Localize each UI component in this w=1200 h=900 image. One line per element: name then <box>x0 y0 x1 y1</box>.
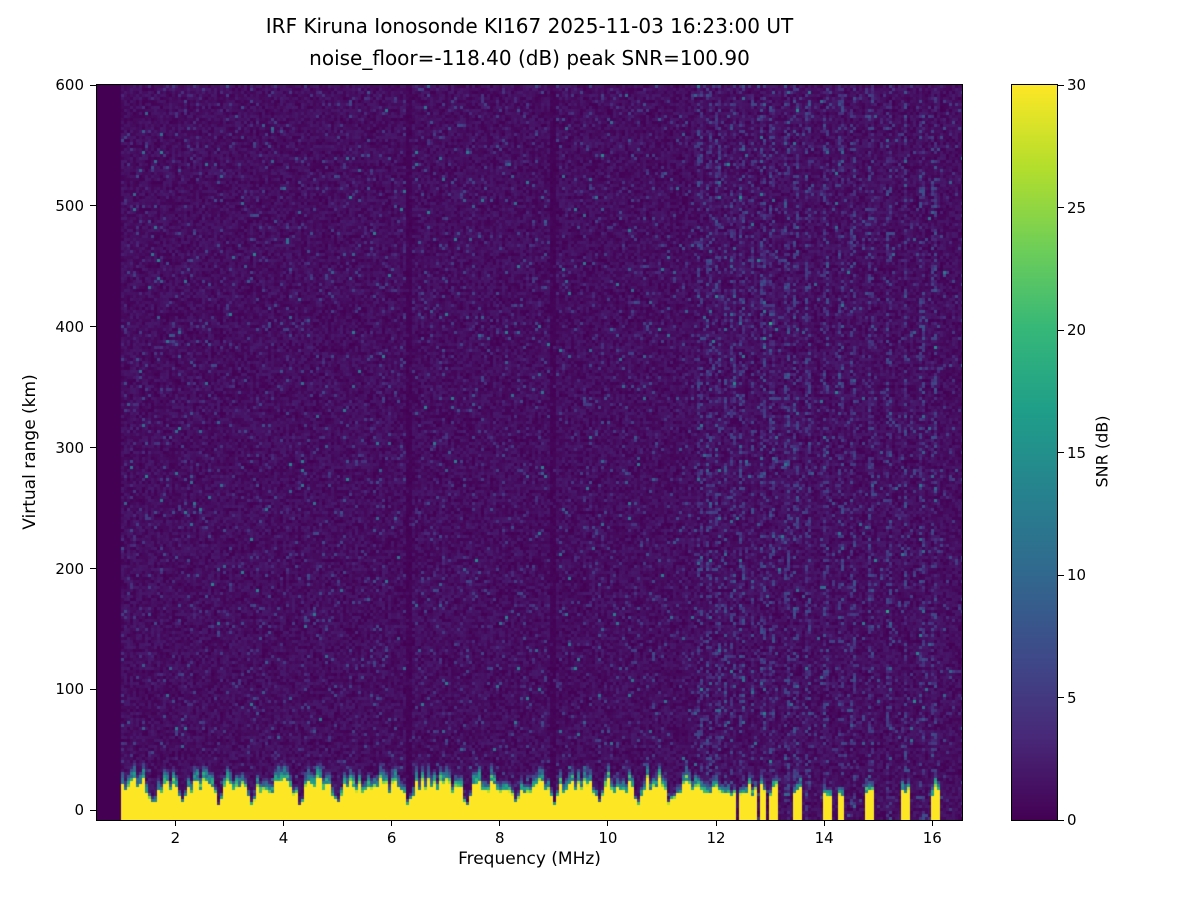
colorbar-tick-mark <box>1058 452 1064 453</box>
x-tick-label: 16 <box>922 829 942 847</box>
y-tick-label: 300 <box>55 438 84 457</box>
colorbar-tick-mark <box>1058 574 1064 576</box>
y-tick-label: 600 <box>55 76 84 94</box>
y-tick-label: 500 <box>55 196 84 215</box>
x-tick-mark <box>823 821 825 826</box>
heatmap-canvas <box>97 85 962 820</box>
x-axis-label: Frequency (MHz) <box>458 849 601 869</box>
x-tick-label: 4 <box>278 829 289 847</box>
x-tick-mark <box>715 821 717 826</box>
x-tick-label: 8 <box>494 829 505 847</box>
y-tick-mark <box>90 568 96 570</box>
chart-title-line1: IRF Kiruna Ionosonde KI167 2025-11-03 16… <box>265 14 794 38</box>
colorbar-tick-label: 15 <box>1067 443 1087 462</box>
x-tick-label: 2 <box>170 829 181 847</box>
x-tick-mark <box>931 821 933 826</box>
y-tick-label: 0 <box>74 801 84 820</box>
y-tick-mark <box>90 809 96 811</box>
x-tick-mark <box>174 821 176 826</box>
y-tick-mark <box>90 326 96 328</box>
colorbar <box>1011 84 1058 821</box>
y-tick-mark <box>90 688 96 690</box>
x-tick-mark <box>607 821 609 826</box>
heatmap-plot <box>96 84 963 821</box>
x-tick-label: 14 <box>814 829 834 847</box>
y-tick-label: 400 <box>55 317 84 336</box>
x-tick-mark <box>283 821 285 826</box>
colorbar-tick-mark <box>1058 329 1064 331</box>
x-tick-mark <box>391 821 393 826</box>
colorbar-tick-label: 20 <box>1067 321 1087 339</box>
colorbar-gradient-canvas <box>1012 85 1057 820</box>
colorbar-tick-mark <box>1058 819 1064 821</box>
y-tick-mark <box>90 84 96 86</box>
colorbar-tick-label: 30 <box>1067 76 1087 94</box>
colorbar-tick-label: 5 <box>1067 688 1077 707</box>
colorbar-tick-mark <box>1058 207 1064 208</box>
x-tick-label: 6 <box>386 829 397 847</box>
x-tick-label: 12 <box>706 829 726 847</box>
chart-title-line2: noise_floor=-118.40 (dB) peak SNR=100.90 <box>309 46 750 70</box>
colorbar-tick-label: 25 <box>1067 198 1087 217</box>
colorbar-tick-label: 0 <box>1067 811 1077 829</box>
x-tick-mark <box>499 821 501 826</box>
colorbar-tick-mark <box>1058 697 1064 698</box>
y-tick-mark <box>90 447 96 449</box>
y-tick-label: 100 <box>55 680 84 699</box>
colorbar-tick-label: 10 <box>1067 566 1087 584</box>
colorbar-tick-mark <box>1058 84 1064 86</box>
y-axis-label: Virtual range (km) <box>20 374 40 530</box>
x-tick-label: 10 <box>598 829 618 847</box>
y-tick-label: 200 <box>55 559 84 578</box>
y-tick-mark <box>90 205 96 207</box>
